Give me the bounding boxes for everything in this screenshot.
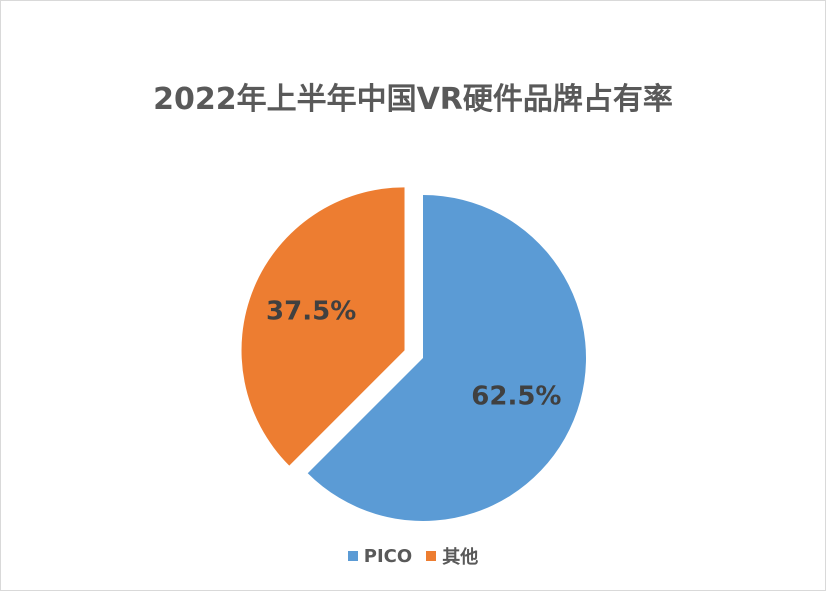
data-label-pico: 62.5% xyxy=(471,382,561,412)
legend-swatch xyxy=(426,551,437,561)
pie-slice-other xyxy=(241,187,405,466)
pie-slice-pico xyxy=(307,195,586,521)
legend: PICO 其他 xyxy=(0,543,826,569)
legend-swatch xyxy=(347,551,358,561)
legend-label: PICO xyxy=(363,545,413,567)
legend-item-other: 其他 xyxy=(426,543,478,569)
data-label-other: 37.5% xyxy=(266,297,356,327)
chart-title: 2022年上半年中国VR硬件品牌占有率 xyxy=(153,82,673,117)
legend-label: 其他 xyxy=(442,547,479,568)
legend-item-pico: PICO xyxy=(347,545,413,567)
